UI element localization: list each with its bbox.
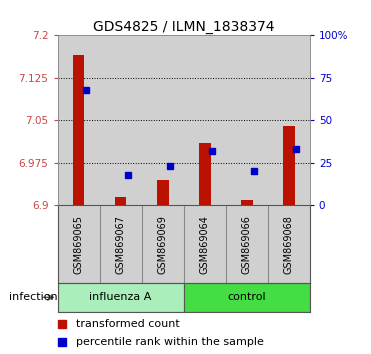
Bar	[226, 35, 268, 205]
Text: GSM869068: GSM869068	[284, 215, 294, 274]
Bar	[199, 143, 211, 205]
Bar	[241, 200, 253, 205]
Bar	[184, 35, 226, 205]
Text: infection: infection	[9, 292, 58, 302]
Text: percentile rank within the sample: percentile rank within the sample	[76, 337, 264, 347]
Bar	[184, 283, 310, 312]
Text: control: control	[227, 292, 266, 302]
Text: influenza A: influenza A	[89, 292, 152, 302]
Text: GSM869069: GSM869069	[158, 215, 168, 274]
Bar	[115, 197, 127, 205]
Title: GDS4825 / ILMN_1838374: GDS4825 / ILMN_1838374	[93, 21, 275, 34]
Text: GSM869066: GSM869066	[242, 215, 252, 274]
Bar	[58, 35, 99, 205]
Bar	[142, 35, 184, 205]
Text: GSM869067: GSM869067	[116, 215, 125, 274]
Bar	[99, 35, 142, 205]
Text: GSM869064: GSM869064	[200, 215, 210, 274]
Bar	[73, 55, 85, 205]
Text: transformed count: transformed count	[76, 319, 180, 329]
Bar	[283, 126, 295, 205]
Text: GSM869065: GSM869065	[73, 215, 83, 274]
Bar	[157, 180, 168, 205]
Bar	[58, 283, 184, 312]
Bar	[268, 35, 310, 205]
